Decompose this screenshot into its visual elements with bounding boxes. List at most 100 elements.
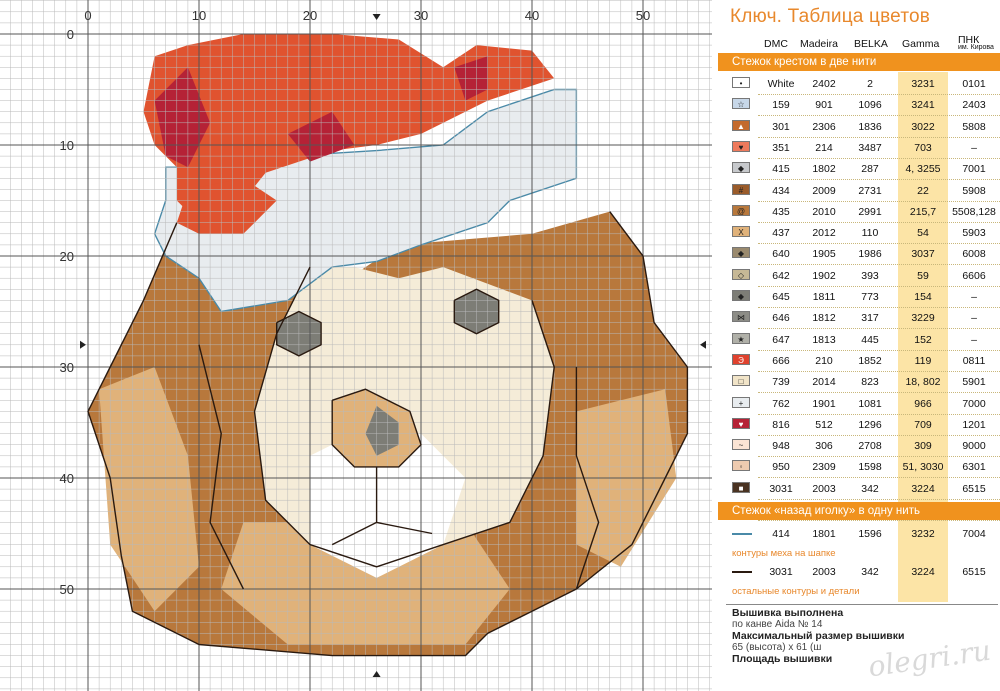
backstitch-cell-belka: 342 — [861, 566, 879, 578]
key-cell-madeira: 210 — [815, 354, 833, 367]
backstitch-cell-gamma: 3232 — [911, 528, 935, 540]
backstitch-line-swatch — [732, 571, 752, 573]
col-head-pnk-sub: им. Кирова — [958, 44, 994, 51]
key-cell-dmc: 159 — [772, 99, 790, 112]
row-divider — [758, 179, 1000, 181]
key-cell-gamma: 3037 — [911, 248, 935, 261]
key-cell-dmc: 646 — [772, 312, 790, 325]
row-divider — [758, 392, 1000, 394]
backstitch-cell-dmc: 3031 — [769, 566, 793, 578]
key-cell-madeira: 2010 — [812, 205, 836, 218]
key-cell-pnk: – — [971, 333, 977, 346]
key-cell-madeira: 512 — [815, 418, 833, 431]
outline-eye-right — [453, 288, 500, 335]
key-cell-belka: 1081 — [858, 397, 882, 410]
key-row: +762 1901 1081 966 7000 — [718, 393, 1000, 415]
key-cell-madeira: 2306 — [812, 120, 836, 133]
key-cell-belka: 1296 — [858, 418, 882, 431]
color-key-panel: Ключ. Таблица цветов DMC Madeira BELKA G… — [718, 0, 1000, 691]
key-cell-pnk: 5901 — [962, 376, 986, 389]
backstitch-cell-madeira: 2003 — [812, 566, 836, 578]
key-cell-dmc: 948 — [772, 440, 790, 453]
key-symbol-swatch: ♥ — [732, 417, 750, 429]
x-axis-tick-label: 30 — [414, 8, 428, 23]
key-cell-gamma: 3231 — [911, 78, 935, 90]
key-row: ♥ 816 512 1296 709 1201 — [718, 414, 1000, 436]
y-axis-tick-label: 40 — [60, 471, 74, 486]
key-symbol-swatch: ■ — [732, 481, 750, 493]
key-cell-madeira: 2402 — [812, 78, 836, 90]
row-divider — [758, 136, 1000, 138]
key-cell-belka: 393 — [861, 269, 879, 282]
key-cell-belka: 1836 — [858, 120, 882, 133]
col-head-dmc: DMC — [764, 38, 788, 50]
key-cell-belka: 2708 — [858, 440, 882, 453]
row-divider — [758, 157, 1000, 159]
key-symbol-swatch: Э — [732, 353, 750, 365]
key-cell-belka: 1598 — [858, 461, 882, 474]
key-symbol-swatch: • — [732, 77, 750, 88]
key-cell-belka: 342 — [861, 482, 879, 495]
center-arrow-left — [80, 340, 86, 349]
outline-nose — [331, 388, 422, 468]
key-cell-pnk: 5808 — [962, 120, 986, 133]
key-row: ⋈ 646 1812 317 3229 – — [718, 307, 1000, 330]
pattern-grid: 0 10 20 30 40 50 0 10 20 30 40 50 — [0, 0, 712, 691]
key-cell-belka: 823 — [861, 376, 879, 389]
key-cell-pnk: 6606 — [962, 269, 986, 282]
key-cell-dmc: White — [767, 78, 795, 90]
key-row: ★ 647 1813 445 152 – — [718, 329, 1000, 351]
info-line-4: 65 (высота) х 61 (ш — [732, 642, 822, 653]
key-cell-pnk: 7001 — [962, 163, 986, 176]
key-cell-pnk: 5908 — [962, 184, 986, 197]
key-cell-gamma: 3022 — [911, 120, 935, 133]
key-cell-madeira: 2009 — [812, 184, 836, 197]
row-divider — [758, 477, 1000, 479]
key-cell-gamma: 54 — [917, 227, 929, 240]
key-cell-belka: 445 — [861, 333, 879, 346]
key-cell-belka: 110 — [861, 227, 879, 240]
key-cell-dmc: 415 — [772, 163, 790, 176]
key-symbol-swatch: ◇ — [732, 268, 750, 280]
info-line-3: Максимальный размер вышивки — [732, 630, 905, 642]
key-symbol-swatch: # — [732, 183, 750, 195]
key-row: ■ 3031 2003 342 3224 6515 — [718, 478, 1000, 500]
key-cell-pnk: 5508,128 — [952, 205, 996, 218]
key-row: ☆ 159 901 1096 3241 2403 — [718, 94, 1000, 117]
col-head-belka: BELKA — [854, 38, 888, 50]
key-cell-gamma: 119 — [914, 354, 932, 367]
key-cell-dmc: 435 — [772, 205, 790, 218]
center-arrow-top — [372, 14, 381, 20]
row-divider — [758, 264, 1000, 266]
hat-shade-left — [154, 67, 211, 168]
key-cell-dmc: 645 — [772, 291, 790, 303]
key-symbol-swatch: + — [732, 396, 750, 408]
outline-mouth-right — [376, 521, 433, 535]
key-cell-dmc: 301 — [772, 120, 790, 133]
key-cell-dmc: 640 — [772, 248, 790, 261]
row-divider — [758, 200, 1000, 202]
col-head-pnk-label: ПНК — [958, 34, 980, 46]
key-cell-pnk: 0811 — [962, 354, 986, 367]
row-divider — [758, 349, 1000, 351]
center-arrow-right — [700, 340, 706, 349]
key-row: ◦ 950 2309 1598 51, 3030 6301 — [718, 456, 1000, 479]
backstitch-line-swatch — [732, 533, 752, 535]
key-cell-belka: 287 — [861, 163, 879, 176]
key-cell-madeira: 2309 — [812, 461, 836, 474]
outline-head — [87, 211, 689, 657]
key-cell-belka: 773 — [861, 291, 879, 303]
key-cell-madeira: 2012 — [812, 227, 836, 240]
backstitch-cell-pnk: 6515 — [962, 566, 986, 578]
row-divider — [758, 498, 1000, 500]
key-cell-gamma: 703 — [914, 141, 932, 154]
x-axis-tick-label: 0 — [84, 8, 91, 23]
key-cell-madeira: 1811 — [812, 291, 836, 303]
key-cell-dmc: 950 — [772, 461, 790, 474]
key-cell-madeira: 901 — [815, 99, 833, 112]
row-divider — [758, 221, 1000, 223]
y-axis-tick-label: 0 — [67, 27, 74, 42]
row-divider — [758, 243, 1000, 245]
key-cell-madeira: 1802 — [812, 163, 836, 176]
key-symbol-swatch: ~ — [732, 439, 750, 451]
